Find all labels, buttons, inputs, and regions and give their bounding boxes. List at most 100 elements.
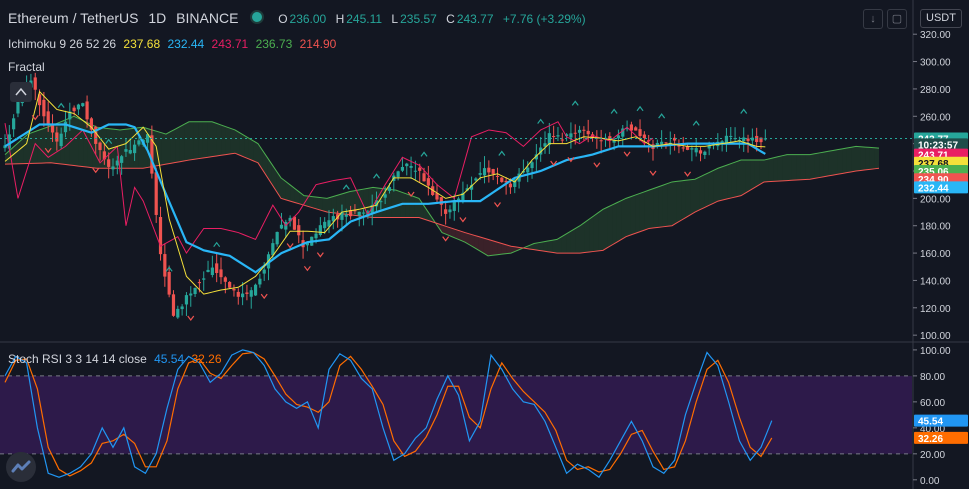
change-value: +7.76 (+3.29%) bbox=[502, 12, 586, 26]
fractal-up-marker bbox=[105, 138, 113, 144]
ichimoku-cloud-segment bbox=[414, 196, 419, 218]
candle-body bbox=[180, 306, 184, 310]
collapse-legend-button bbox=[10, 82, 32, 102]
ichimoku-cloud-segment bbox=[874, 147, 879, 169]
candle-body bbox=[426, 178, 430, 186]
stoch-label[interactable]: Stoch RSI 3 3 14 14 close bbox=[8, 352, 147, 366]
ichimoku-cloud-segment bbox=[612, 202, 617, 245]
ichimoku-cloud-segment bbox=[55, 122, 61, 164]
tradingview-logo-icon[interactable] bbox=[6, 452, 36, 482]
ichimoku-cloud-segment bbox=[446, 226, 452, 237]
ichimoku-cloud-segment bbox=[777, 155, 783, 182]
candle-body bbox=[3, 145, 7, 149]
candle-body bbox=[357, 211, 361, 216]
ichimoku-cloud-segment bbox=[846, 147, 852, 173]
stoch-tick-label: 20.00 bbox=[920, 450, 945, 461]
candle-body bbox=[72, 107, 76, 112]
candle-body bbox=[279, 224, 284, 229]
interval[interactable]: 1D bbox=[148, 10, 167, 26]
symbol-name[interactable]: Ethereum / TetherUS bbox=[8, 10, 139, 26]
ichimoku-cloud-segment bbox=[745, 160, 751, 193]
ichimoku-cloud-segment bbox=[46, 125, 51, 163]
candle-body bbox=[750, 137, 754, 141]
ichimoku-cloud-segment bbox=[515, 246, 521, 252]
ichimoku-cloud-segment bbox=[442, 225, 447, 235]
candle-body bbox=[616, 135, 621, 139]
ichimoku-legend[interactable]: Ichimoku 9 26 52 26 237.68 232.44 243.71… bbox=[8, 37, 336, 51]
candle-body bbox=[396, 171, 400, 177]
fractal-down-marker bbox=[442, 236, 450, 242]
currency-button[interactable]: USDT bbox=[920, 9, 962, 28]
candle-body bbox=[361, 212, 366, 214]
price-tick-label: 180.00 bbox=[920, 222, 951, 233]
candle-body bbox=[599, 140, 603, 142]
candle-body bbox=[608, 136, 612, 141]
candle-body bbox=[759, 137, 763, 143]
candle-body bbox=[452, 201, 456, 211]
price-tick-label: 100.00 bbox=[920, 331, 951, 342]
candle-body bbox=[729, 135, 733, 137]
ichimoku-label[interactable]: Ichimoku 9 26 52 26 bbox=[8, 37, 117, 51]
ichimoku-cloud-segment bbox=[202, 121, 208, 159]
ichimoku-cloud-segment bbox=[598, 209, 603, 251]
fractal-down-marker bbox=[550, 160, 558, 166]
download-icon[interactable]: ↓ bbox=[863, 9, 883, 29]
candle-body bbox=[115, 160, 119, 166]
ichimoku-cloud-segment bbox=[267, 157, 272, 185]
candle-body bbox=[258, 278, 262, 285]
candle-body bbox=[275, 231, 279, 245]
candle-body bbox=[573, 132, 577, 134]
candle-body bbox=[698, 150, 703, 154]
ichimoku-cloud-segment bbox=[543, 241, 548, 252]
stoch-tick-label: 80.00 bbox=[920, 372, 945, 383]
stoch-k-badge-bg bbox=[914, 414, 968, 427]
ichimoku-cloud-segment bbox=[589, 215, 594, 252]
candle-body bbox=[184, 295, 189, 305]
fractal-down-marker bbox=[684, 171, 692, 177]
ichimoku-cloud-segment bbox=[248, 138, 254, 161]
candle-body bbox=[612, 139, 616, 143]
candle-body bbox=[448, 209, 452, 213]
candle-body bbox=[42, 99, 46, 117]
ichimoku-cloud-segment bbox=[662, 183, 668, 227]
ichimoku-cloud-segment bbox=[667, 181, 672, 227]
ichimoku-cloud-segment bbox=[819, 152, 824, 178]
ichimoku-cloud-segment bbox=[570, 228, 576, 254]
candle-body bbox=[724, 135, 729, 143]
ichimoku-cloud-segment bbox=[685, 179, 691, 218]
candle-body bbox=[107, 159, 111, 167]
ichimoku-cloud-segment bbox=[386, 189, 392, 218]
candle-body bbox=[491, 169, 495, 174]
ichimoku-cloud-segment bbox=[713, 168, 718, 204]
ichimoku-cloud-segment bbox=[18, 138, 24, 164]
ichimoku-cloud-segment bbox=[207, 121, 212, 158]
fractal-legend[interactable]: Fractal bbox=[8, 60, 45, 74]
stoch-legend[interactable]: Stoch RSI 3 3 14 14 close 45.54 32.26 bbox=[8, 352, 222, 366]
chevron-up-icon[interactable] bbox=[10, 82, 32, 102]
stoch-tick-label: 40.00 bbox=[920, 424, 945, 435]
candle-body bbox=[253, 284, 258, 296]
ichimoku-cloud-segment bbox=[842, 148, 847, 174]
fractal-label[interactable]: Fractal bbox=[8, 60, 45, 74]
fullscreen-icon[interactable]: ▢ bbox=[887, 9, 907, 29]
fractal-up-marker bbox=[636, 105, 644, 112]
ichimoku-cloud-segment bbox=[635, 193, 640, 234]
candle-body bbox=[245, 292, 249, 294]
candle-body bbox=[707, 145, 711, 149]
candle-body bbox=[465, 188, 469, 191]
fractal-down-marker bbox=[260, 293, 268, 300]
ichimoku-cloud-segment bbox=[575, 225, 580, 254]
candle-body bbox=[387, 187, 392, 191]
candle-body bbox=[305, 242, 309, 246]
price-tick-label: 320.00 bbox=[920, 30, 951, 41]
ichimoku-cloud-segment bbox=[14, 142, 19, 164]
fractal-down-marker bbox=[286, 243, 294, 249]
ichimoku-cloud-segment bbox=[483, 238, 488, 256]
stoch-d-value: 32.26 bbox=[191, 352, 222, 366]
candle-body bbox=[374, 200, 379, 207]
candle-body bbox=[76, 104, 81, 110]
ichimoku-cloud-segment bbox=[405, 193, 410, 218]
candle-body bbox=[59, 133, 63, 147]
